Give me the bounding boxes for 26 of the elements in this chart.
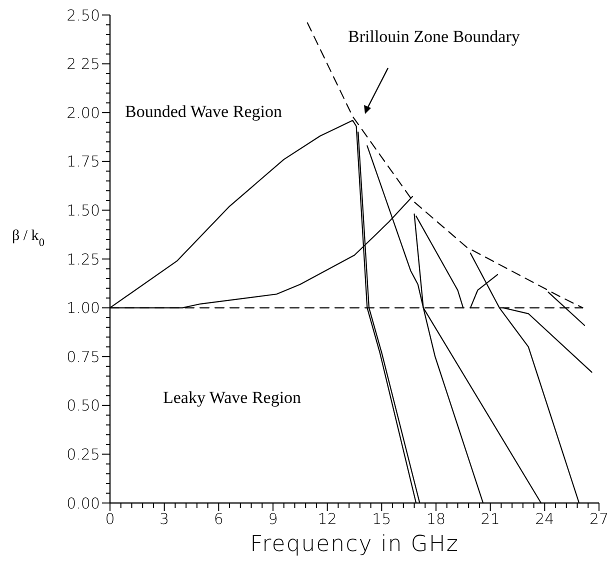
- x-tick-label: 12: [318, 510, 337, 528]
- annotation: Bounded Wave Region: [125, 102, 282, 121]
- y-tick-label: 1.50: [66, 201, 100, 220]
- x-tick-label: 3: [160, 510, 170, 528]
- y-tick-label: 1.00: [66, 299, 100, 318]
- y-tick-label: 0.25: [66, 445, 100, 464]
- x-tick-label: 18: [426, 510, 446, 528]
- x-tick-label: 6: [214, 510, 224, 528]
- x-tick-label: 15: [372, 510, 392, 528]
- x-tick-label: 24: [535, 510, 554, 528]
- y-tick-label: 1.25: [66, 250, 100, 268]
- y-tick-label: 1.75: [66, 152, 100, 171]
- annotation: Brillouin Zone Boundary: [348, 27, 520, 46]
- y-axis-title: β / k$_{0}$: [12, 228, 45, 249]
- x-axis-title: Frequency in GHz: [250, 532, 459, 557]
- x-tick-label: 9: [268, 510, 278, 528]
- x-tick-label: 21: [480, 510, 500, 528]
- y-tick-label: 0.00: [66, 494, 100, 512]
- y-tick-label: 0.50: [66, 396, 100, 415]
- y-tick-label: 2.50: [66, 6, 100, 24]
- annotation: Leaky Wave Region: [163, 388, 302, 407]
- x-tick-label: 0: [105, 510, 115, 528]
- y-tick-label: 2.00: [66, 104, 100, 122]
- y-tick-label: 2 25: [66, 55, 100, 74]
- x-tick-label: 27: [589, 510, 609, 528]
- y-tick-label: 0.75: [66, 348, 100, 366]
